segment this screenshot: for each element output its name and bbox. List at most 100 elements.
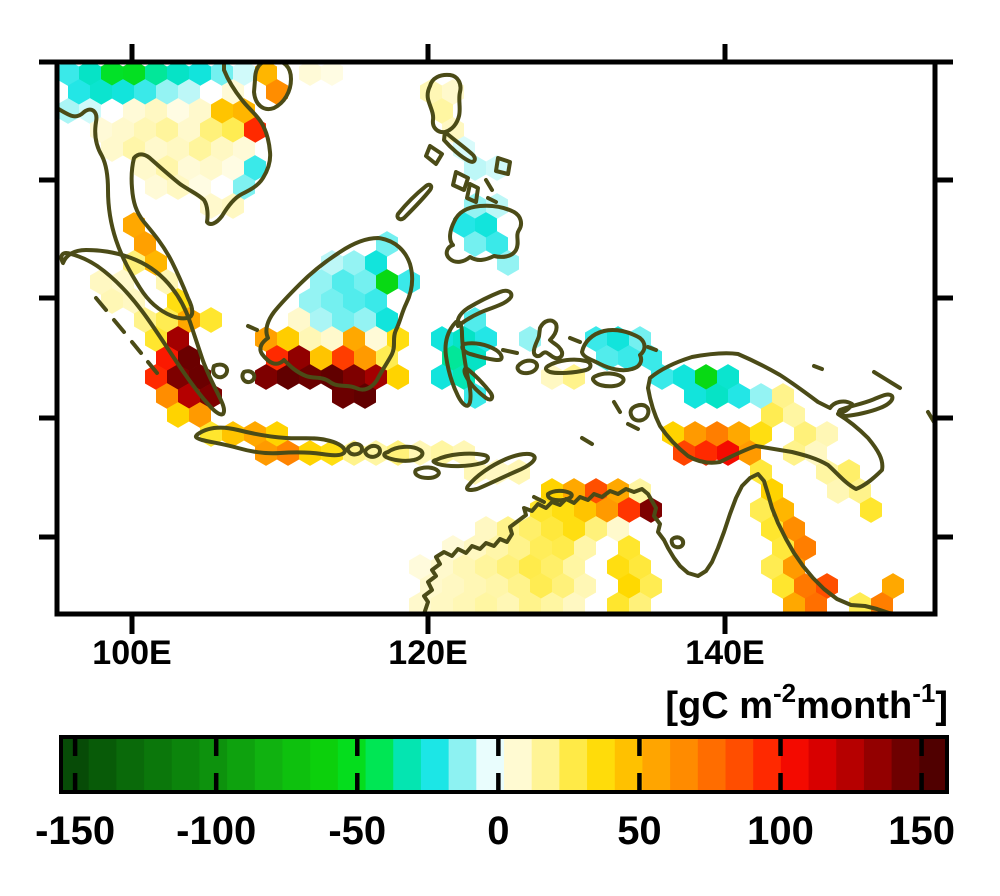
hex-cell bbox=[354, 345, 376, 371]
coastline-java bbox=[193, 425, 347, 458]
colorbar-tick-label: -100 bbox=[176, 809, 256, 853]
colorbar-cell bbox=[808, 737, 837, 792]
hex-cell bbox=[365, 326, 387, 352]
hex-cell bbox=[673, 364, 695, 390]
hex-cell bbox=[145, 64, 167, 86]
hex-cell bbox=[541, 592, 563, 612]
hex-cell bbox=[189, 64, 211, 86]
hex-cell bbox=[750, 459, 772, 485]
hex-cell bbox=[453, 592, 475, 612]
hex-cell bbox=[156, 345, 178, 371]
hex-cell bbox=[79, 64, 101, 86]
hex-cell bbox=[629, 554, 651, 580]
colorbar-cell bbox=[337, 737, 367, 792]
hex-cell bbox=[563, 592, 585, 612]
hex-cell bbox=[772, 383, 794, 409]
hex-cell bbox=[519, 592, 541, 612]
hex-cell bbox=[541, 554, 563, 580]
hex-cell bbox=[255, 64, 277, 86]
hex-cell bbox=[299, 326, 321, 352]
colorbar-tick-label: -150 bbox=[35, 809, 115, 853]
hex-cell bbox=[684, 421, 706, 447]
hex-cell bbox=[299, 288, 321, 314]
hex-cell bbox=[882, 573, 904, 599]
hex-cell bbox=[288, 307, 310, 333]
hex-cell bbox=[629, 592, 651, 612]
hex-cell bbox=[794, 535, 816, 561]
hex-cell bbox=[431, 98, 453, 124]
hex-cell bbox=[167, 326, 189, 352]
hex-cell bbox=[585, 516, 607, 542]
hex-cell bbox=[90, 79, 112, 105]
colorbar-cell bbox=[171, 737, 201, 792]
colorbar-cell bbox=[559, 737, 588, 792]
hex-cell bbox=[640, 573, 662, 599]
hex-cell bbox=[134, 307, 156, 333]
colorbar-cell bbox=[587, 737, 616, 792]
colorbar-cell bbox=[88, 737, 117, 792]
hex-cell bbox=[783, 516, 805, 542]
colorbar-cell bbox=[891, 737, 920, 792]
hex-cell bbox=[222, 117, 244, 143]
colorbar-tick-label: -50 bbox=[328, 809, 386, 853]
map-frame-border bbox=[54, 59, 938, 617]
hex-cell bbox=[343, 364, 365, 390]
hex-cell bbox=[167, 136, 189, 162]
hex-cell bbox=[607, 554, 629, 580]
colorbar-cell bbox=[393, 737, 422, 792]
hex-cell bbox=[332, 269, 354, 295]
hex-cell bbox=[288, 345, 310, 371]
hex-cell bbox=[618, 497, 640, 523]
colorbar-cell bbox=[227, 737, 256, 792]
hex-cell bbox=[464, 573, 486, 599]
hex-cell bbox=[574, 573, 596, 599]
colorbar-cell bbox=[670, 737, 699, 792]
hex-cell bbox=[860, 497, 882, 523]
hex-cell bbox=[134, 117, 156, 143]
hex-cell bbox=[486, 231, 508, 257]
unit-open: [gC m bbox=[665, 685, 773, 727]
hex-cell bbox=[178, 155, 200, 181]
colorbar-cell bbox=[697, 737, 727, 792]
hex-cell bbox=[750, 497, 772, 523]
hex-cell bbox=[794, 421, 816, 447]
hex-cell bbox=[167, 64, 189, 86]
hex-cell bbox=[530, 497, 552, 523]
hex-cell bbox=[618, 573, 640, 599]
hex-cell bbox=[156, 155, 178, 181]
hex-cell bbox=[706, 421, 728, 447]
hex-cell bbox=[684, 383, 706, 409]
colorbar-cell bbox=[116, 737, 145, 792]
hex-cell bbox=[519, 554, 541, 580]
hex-cell bbox=[805, 592, 827, 612]
hex-cell bbox=[607, 516, 629, 542]
hex-cell bbox=[354, 307, 376, 333]
hex-cell bbox=[376, 307, 398, 333]
colorbar-tick-label: 0 bbox=[487, 809, 509, 853]
coastline-borneo bbox=[258, 236, 415, 392]
hex-cell bbox=[321, 326, 343, 352]
hex-cell bbox=[475, 212, 497, 238]
hex-cell bbox=[530, 573, 552, 599]
coastline-sumatra bbox=[59, 248, 227, 417]
hex-cell bbox=[112, 117, 134, 143]
colorbar-cell bbox=[448, 737, 477, 792]
hex-cell bbox=[343, 250, 365, 276]
colorbar-cell bbox=[863, 737, 893, 792]
coastlines-layer bbox=[59, 64, 933, 612]
hex-cell bbox=[244, 155, 266, 181]
colorbar-cell bbox=[254, 737, 284, 792]
hex-cell bbox=[596, 497, 618, 523]
hex-cell bbox=[145, 364, 167, 390]
hex-cell bbox=[706, 383, 728, 409]
unit-superscript-2: -2 bbox=[773, 678, 796, 708]
hex-cell bbox=[519, 516, 541, 542]
colorbar-tick-label: 50 bbox=[617, 809, 662, 853]
hex-cell bbox=[123, 64, 145, 86]
hex-cell bbox=[332, 345, 354, 371]
colorbar-cell bbox=[504, 737, 533, 792]
colorbar-cell bbox=[199, 737, 228, 792]
hex-cell bbox=[343, 288, 365, 314]
hex-cell bbox=[475, 592, 497, 612]
